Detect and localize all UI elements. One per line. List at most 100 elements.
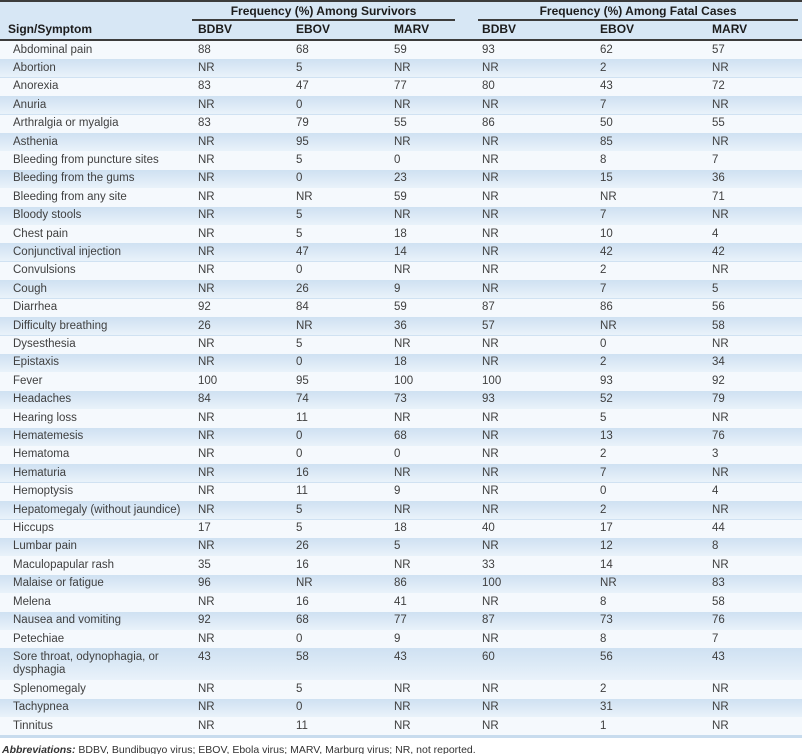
value-cell: NR <box>712 135 729 148</box>
value-cell: 57 <box>482 319 495 332</box>
value-cell: NR <box>482 719 499 732</box>
value-cell: 4 <box>712 485 719 498</box>
value-cell: 44 <box>712 522 725 535</box>
symptom-cell: Hiccups <box>13 522 54 535</box>
value-cell: NR <box>198 540 215 553</box>
column-header-sign-symptom: Sign/Symptom <box>0 21 190 41</box>
column-header-fatal-ebov: EBOV <box>580 21 693 41</box>
value-cell: 77 <box>394 614 407 627</box>
value-cell: 58 <box>296 650 309 663</box>
group-header-survivors-label: Frequency (%) Among Survivors <box>192 4 456 21</box>
table-row: Abdominal pain 88 68 59 93 62 57 <box>0 40 802 60</box>
symptom-cell: Malaise or fatigue <box>13 577 104 590</box>
value-cell: 93 <box>482 43 495 56</box>
value-cell: 71 <box>712 190 725 203</box>
table-row: Sore throat, odynophagia, or dysphagia 43… <box>0 648 802 681</box>
table-row: Lumbar pain NR 26 5 NR 12 8 <box>0 537 802 557</box>
value-cell: 26 <box>296 540 309 553</box>
table-body: Abdominal pain 88 68 59 93 62 57 Abortion NR 5 NR N… <box>0 40 802 737</box>
symptom-cell: Hematemesis <box>13 430 84 443</box>
value-cell: 92 <box>712 374 725 387</box>
symptom-cell: Maculopapular rash <box>13 558 115 571</box>
value-cell: 43 <box>198 650 211 663</box>
table-row: Splenomegaly NR 5 NR NR 2 NR <box>0 680 802 699</box>
value-cell: NR <box>394 61 411 74</box>
value-cell: 86 <box>482 117 495 130</box>
value-cell: NR <box>482 282 499 295</box>
value-cell: 23 <box>394 172 407 185</box>
symptom-cell: Arthralgia or myalgia <box>13 117 119 130</box>
value-cell: NR <box>198 172 215 185</box>
value-cell: NR <box>482 61 499 74</box>
value-cell: 26 <box>296 282 309 295</box>
value-cell: 14 <box>394 245 407 258</box>
value-cell: 8 <box>600 595 607 608</box>
value-cell: 7 <box>712 632 719 645</box>
column-header-survivors-bdbv: BDBV <box>190 21 288 41</box>
value-cell: 16 <box>296 558 309 571</box>
value-cell: 95 <box>296 374 309 387</box>
value-cell: 59 <box>394 301 407 314</box>
value-cell: 86 <box>600 301 613 314</box>
symptom-cell: Bleeding from any site <box>13 190 127 203</box>
value-cell: 2 <box>600 448 607 461</box>
symptom-cell: Hepatomegaly (without jaundice) <box>13 503 181 516</box>
symptom-cell: Bloody stools <box>13 209 82 222</box>
table-row: Cough NR 26 9 NR 7 5 <box>0 280 802 299</box>
group-header-row: Frequency (%) Among Survivors Frequency … <box>0 1 802 21</box>
value-cell: 16 <box>296 595 309 608</box>
value-cell: 86 <box>394 577 407 590</box>
value-cell: NR <box>712 558 729 571</box>
value-cell: 31 <box>600 701 613 714</box>
value-cell: NR <box>394 98 411 111</box>
value-cell: 57 <box>712 43 725 56</box>
group-header-fatal: Frequency (%) Among Fatal Cases <box>460 1 802 21</box>
symptom-cell: Abdominal pain <box>13 43 93 56</box>
value-cell: 2 <box>600 264 607 277</box>
value-cell: 16 <box>296 466 309 479</box>
value-cell: 5 <box>296 209 303 222</box>
value-cell: 73 <box>600 614 613 627</box>
column-header-survivors-ebov: EBOV <box>288 21 386 41</box>
value-cell: NR <box>394 135 411 148</box>
table-row: Arthralgia or myalgia 83 79 55 86 50 55 <box>0 114 802 134</box>
value-cell: NR <box>482 682 499 695</box>
value-cell: 18 <box>394 227 407 240</box>
value-cell: 92 <box>198 614 211 627</box>
value-cell: 5 <box>296 503 303 516</box>
value-cell: 9 <box>394 282 401 295</box>
value-cell: 93 <box>482 393 495 406</box>
table-row: Bleeding from puncture sites NR 5 0 NR 8 7 <box>0 151 802 170</box>
group-header-fatal-label: Frequency (%) Among Fatal Cases <box>478 4 799 21</box>
value-cell: NR <box>296 577 313 590</box>
footnote: Abbreviations: BDBV, Bundibugyo virus; E… <box>2 744 802 754</box>
value-cell: 85 <box>600 135 613 148</box>
value-cell: 8 <box>600 632 607 645</box>
value-cell: 5 <box>296 227 303 240</box>
table-row: Bloody stools NR 5 NR NR 7 NR <box>0 206 802 226</box>
symptom-cell: Lumbar pain <box>13 540 77 553</box>
value-cell: 58 <box>712 319 725 332</box>
table-row: Epistaxis NR 0 18 NR 2 34 <box>0 353 802 373</box>
symptom-cell: Headaches <box>13 393 72 406</box>
value-cell: 0 <box>600 485 607 498</box>
value-cell: 7 <box>600 98 607 111</box>
symptom-cell: Nausea and vomiting <box>13 614 122 627</box>
value-cell: 43 <box>712 650 725 663</box>
symptom-cell: Conjunctival injection <box>13 245 122 258</box>
table-row: Abortion NR 5 NR NR 2 NR <box>0 59 802 78</box>
value-cell: NR <box>712 264 729 277</box>
value-cell: NR <box>198 682 215 695</box>
value-cell: 36 <box>394 319 407 332</box>
value-cell: NR <box>198 701 215 714</box>
symptom-cell: Bleeding from the gums <box>13 172 135 185</box>
value-cell: 7 <box>600 282 607 295</box>
value-cell: 55 <box>712 117 725 130</box>
value-cell: 3 <box>712 448 719 461</box>
value-cell: 68 <box>296 614 309 627</box>
value-cell: 15 <box>600 172 613 185</box>
value-cell: 100 <box>482 374 502 387</box>
value-cell: 84 <box>296 301 309 314</box>
value-cell: 18 <box>394 522 407 535</box>
